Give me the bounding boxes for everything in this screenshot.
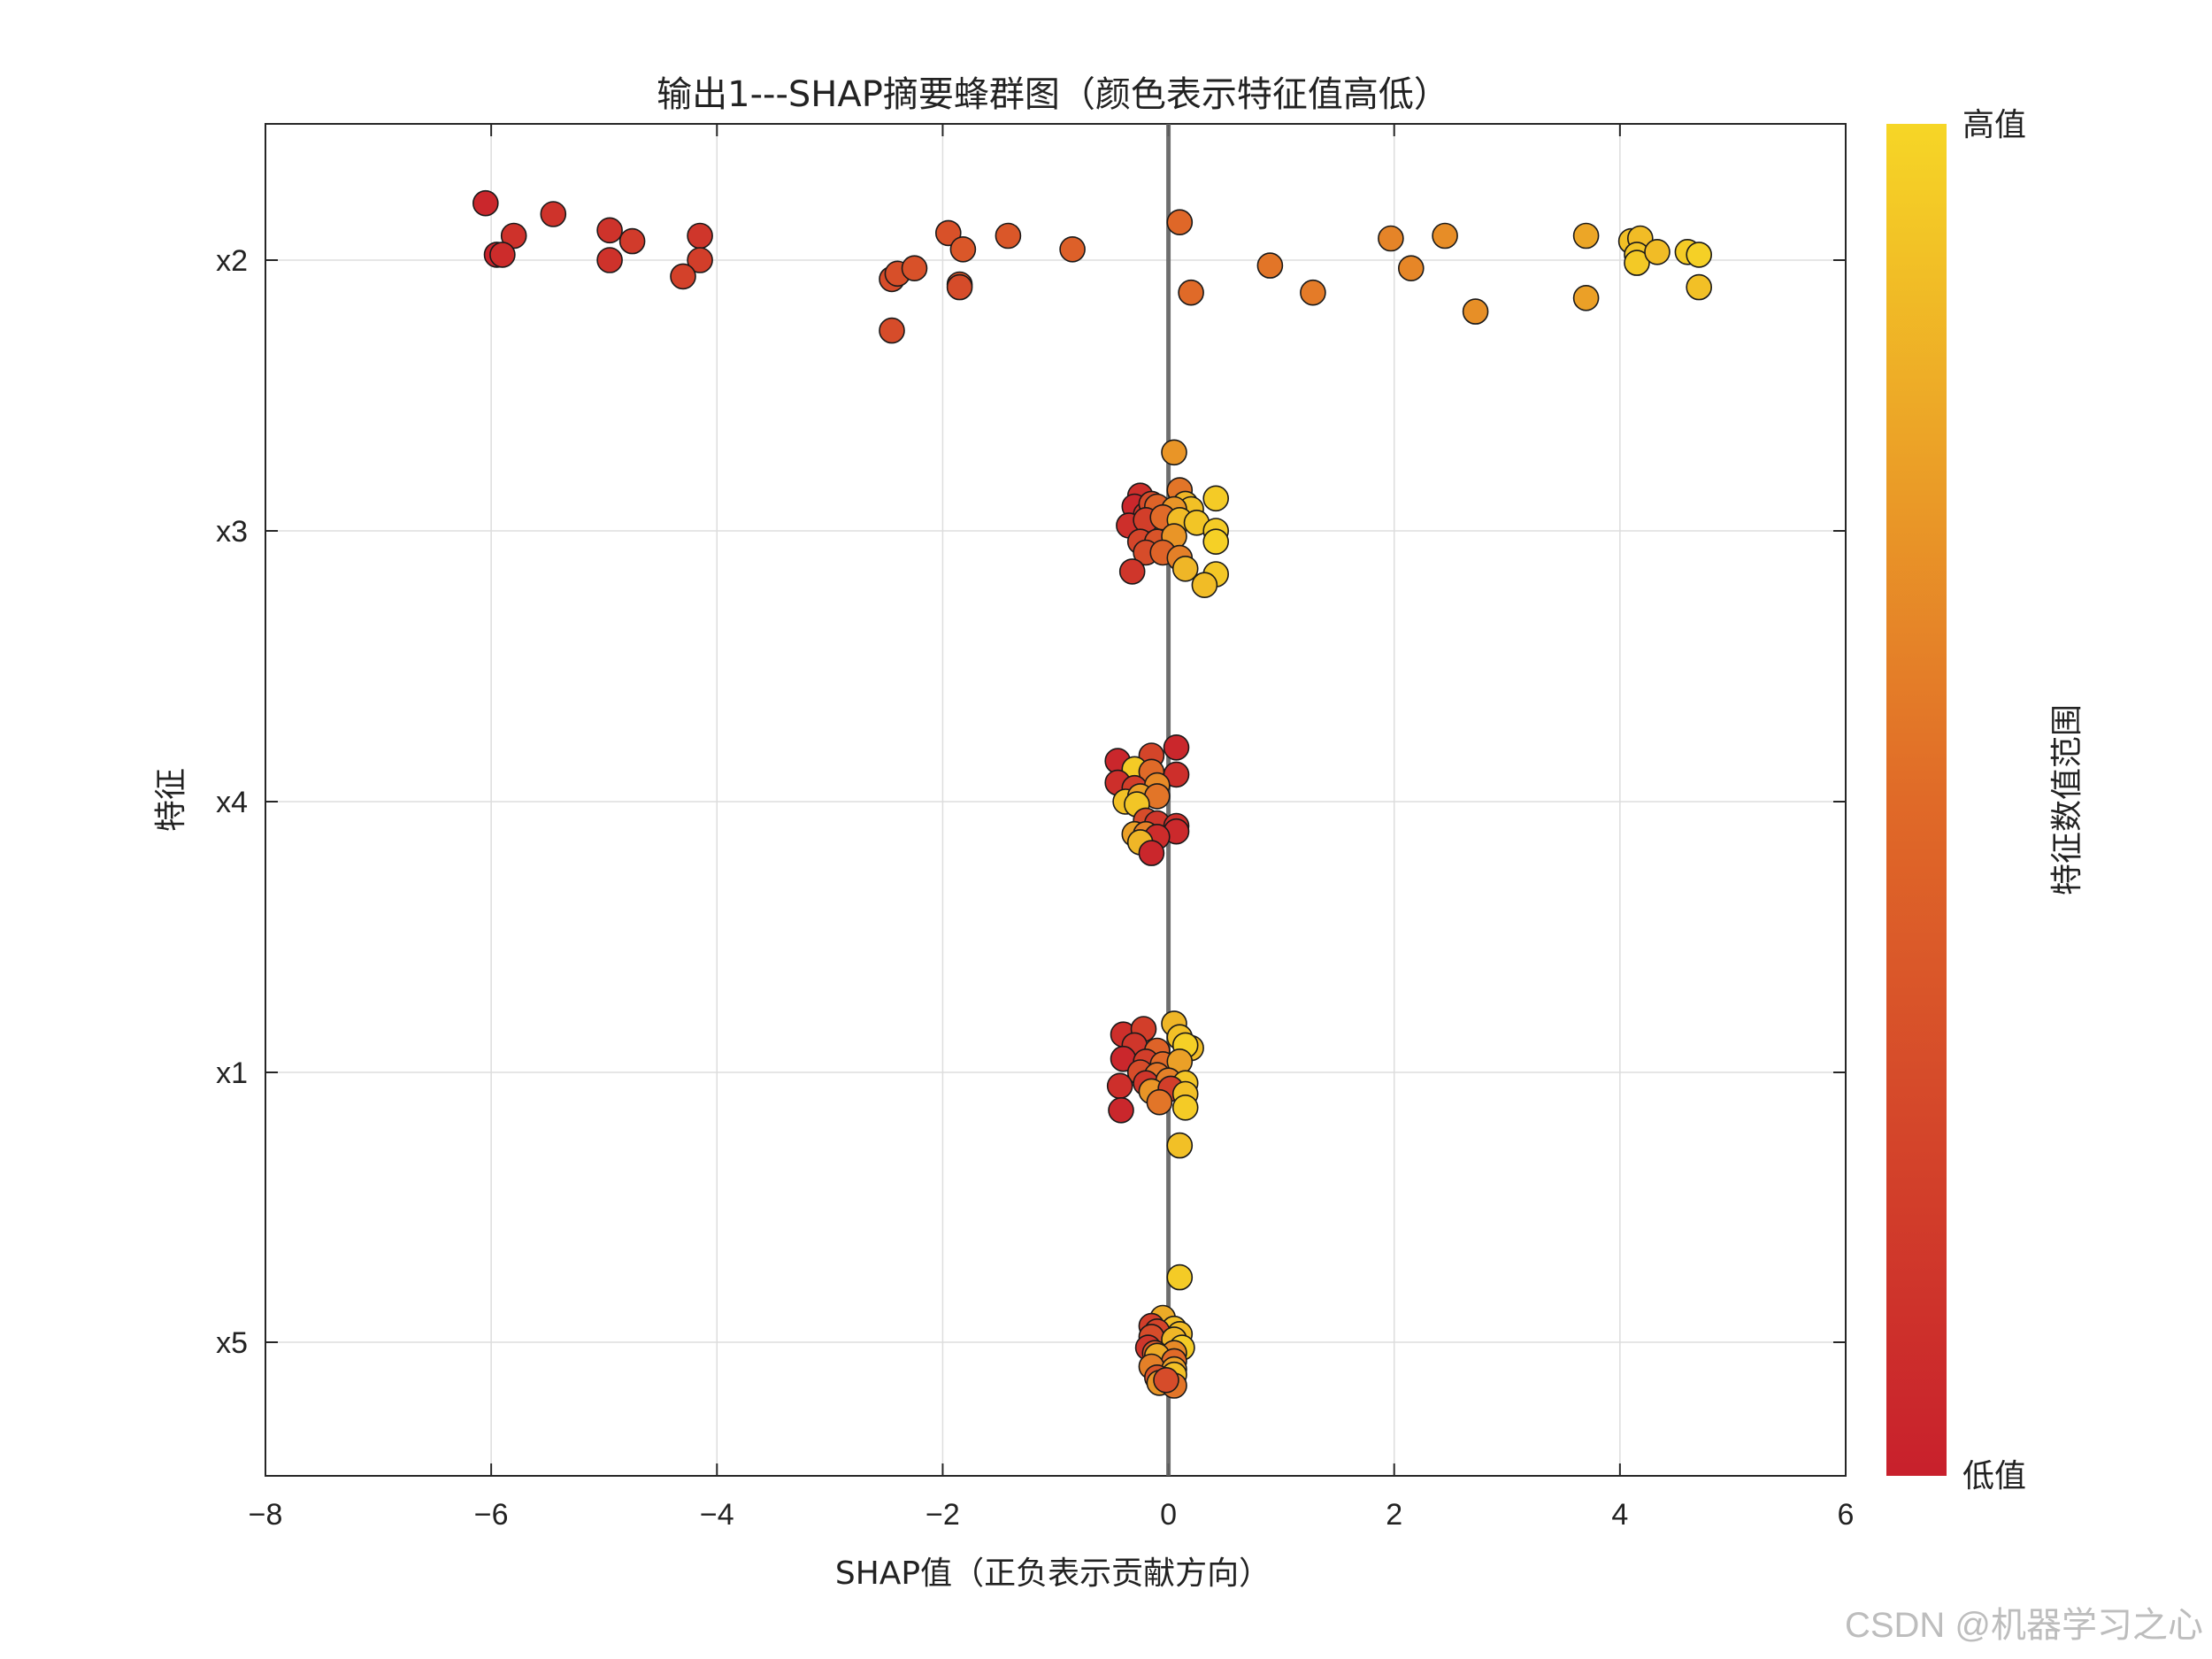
- y-tick-label: x1: [216, 1056, 248, 1090]
- shap-point-x2: [1686, 273, 1712, 301]
- shap-point-x2: [901, 255, 928, 282]
- watermark: CSDN @机器学习之心: [1845, 1606, 2203, 1645]
- shap-point-x3: [1171, 555, 1199, 582]
- shap-point-x3: [1118, 558, 1146, 585]
- x-tick-label: −2: [926, 1498, 960, 1532]
- shap-point-x3: [1202, 528, 1229, 556]
- shap-point-x1: [1171, 1094, 1199, 1121]
- shap-point-x2: [489, 242, 516, 268]
- y-tick-label: x5: [216, 1326, 248, 1360]
- shap-point-x2: [472, 189, 499, 217]
- shap-point-x2: [1462, 298, 1489, 325]
- y-axis-label: 特征: [153, 768, 189, 832]
- shap-point-x2: [670, 263, 696, 290]
- shap-point-x1: [1108, 1097, 1134, 1124]
- shap-point-x2: [1432, 222, 1458, 250]
- shap-point-x2: [687, 247, 713, 273]
- shap-point-x4: [1163, 733, 1190, 761]
- shap-point-x5: [1166, 1263, 1194, 1291]
- y-tick-label: x3: [216, 515, 248, 549]
- x-axis-tick-labels: −8 −6 −4 −2 0 2 4 6: [249, 1498, 1855, 1532]
- colorbar-low-label: 低值: [1962, 1458, 2026, 1494]
- shap-point-x3: [1191, 572, 1218, 599]
- grid-lines: [265, 124, 1846, 1476]
- x-tick-label: 4: [1611, 1498, 1628, 1532]
- shap-point-x2: [1256, 252, 1284, 279]
- shap-point-x1: [1146, 1088, 1173, 1116]
- shap-point-x2: [1166, 209, 1194, 235]
- shap-point-x2: [946, 273, 973, 301]
- colorbar-high-label: 高值: [1962, 107, 2026, 143]
- shap-point-x2: [1378, 225, 1404, 252]
- shap-point-x2: [1059, 235, 1086, 263]
- shap-point-x2: [596, 217, 623, 244]
- shap-point-x2: [1572, 284, 1600, 311]
- shap-point-x2: [1398, 255, 1425, 282]
- x-tick-label: 6: [1838, 1498, 1855, 1532]
- shap-point-x2: [540, 201, 567, 227]
- shap-point-x2: [935, 219, 962, 247]
- shap-point-x1: [1106, 1072, 1133, 1100]
- shap-point-x2: [687, 222, 713, 250]
- y-tick-label: x4: [216, 786, 248, 819]
- x-axis-label: SHAP值（正负表示贡献方向）: [835, 1555, 1271, 1592]
- y-tick-label: x2: [216, 244, 248, 278]
- shap-point-x2: [1178, 279, 1204, 306]
- shap-point-x3: [1161, 439, 1187, 466]
- axis-ticks: [265, 124, 1847, 1476]
- x-tick-label: −4: [700, 1498, 734, 1532]
- shap-point-x2: [596, 247, 623, 273]
- shap-point-x2: [1644, 238, 1671, 265]
- y-axis-tick-labels: x2 x3 x4 x1 x5: [216, 244, 248, 1360]
- shap-point-x3: [1202, 485, 1229, 512]
- shap-point-x1: [1166, 1132, 1194, 1159]
- x-tick-label: 2: [1386, 1498, 1402, 1532]
- shap-point-x2: [1572, 222, 1600, 250]
- colorbar-title: 特征数值范围: [2049, 704, 2085, 895]
- x-tick-label: −6: [474, 1498, 509, 1532]
- beeswarm-points: [472, 189, 1712, 1399]
- shap-point-x2: [618, 227, 646, 255]
- colorbar: [1886, 124, 1947, 1476]
- plot-frame: [265, 123, 1847, 1477]
- shap-point-x2: [1300, 279, 1326, 306]
- x-tick-label: 0: [1160, 1498, 1177, 1532]
- chart-title: 输出1---SHAP摘要蜂群图（颜色表示特征值高低）: [657, 74, 1449, 115]
- shap-point-x2: [949, 235, 977, 263]
- shap-point-x5: [1153, 1367, 1179, 1394]
- shap-point-x2: [1686, 242, 1712, 268]
- x-tick-label: −8: [249, 1498, 283, 1532]
- shap-point-x2: [995, 222, 1022, 250]
- shap-point-x4: [1138, 840, 1165, 866]
- shap-point-x2: [879, 317, 905, 344]
- shap-point-x2: [1624, 250, 1650, 276]
